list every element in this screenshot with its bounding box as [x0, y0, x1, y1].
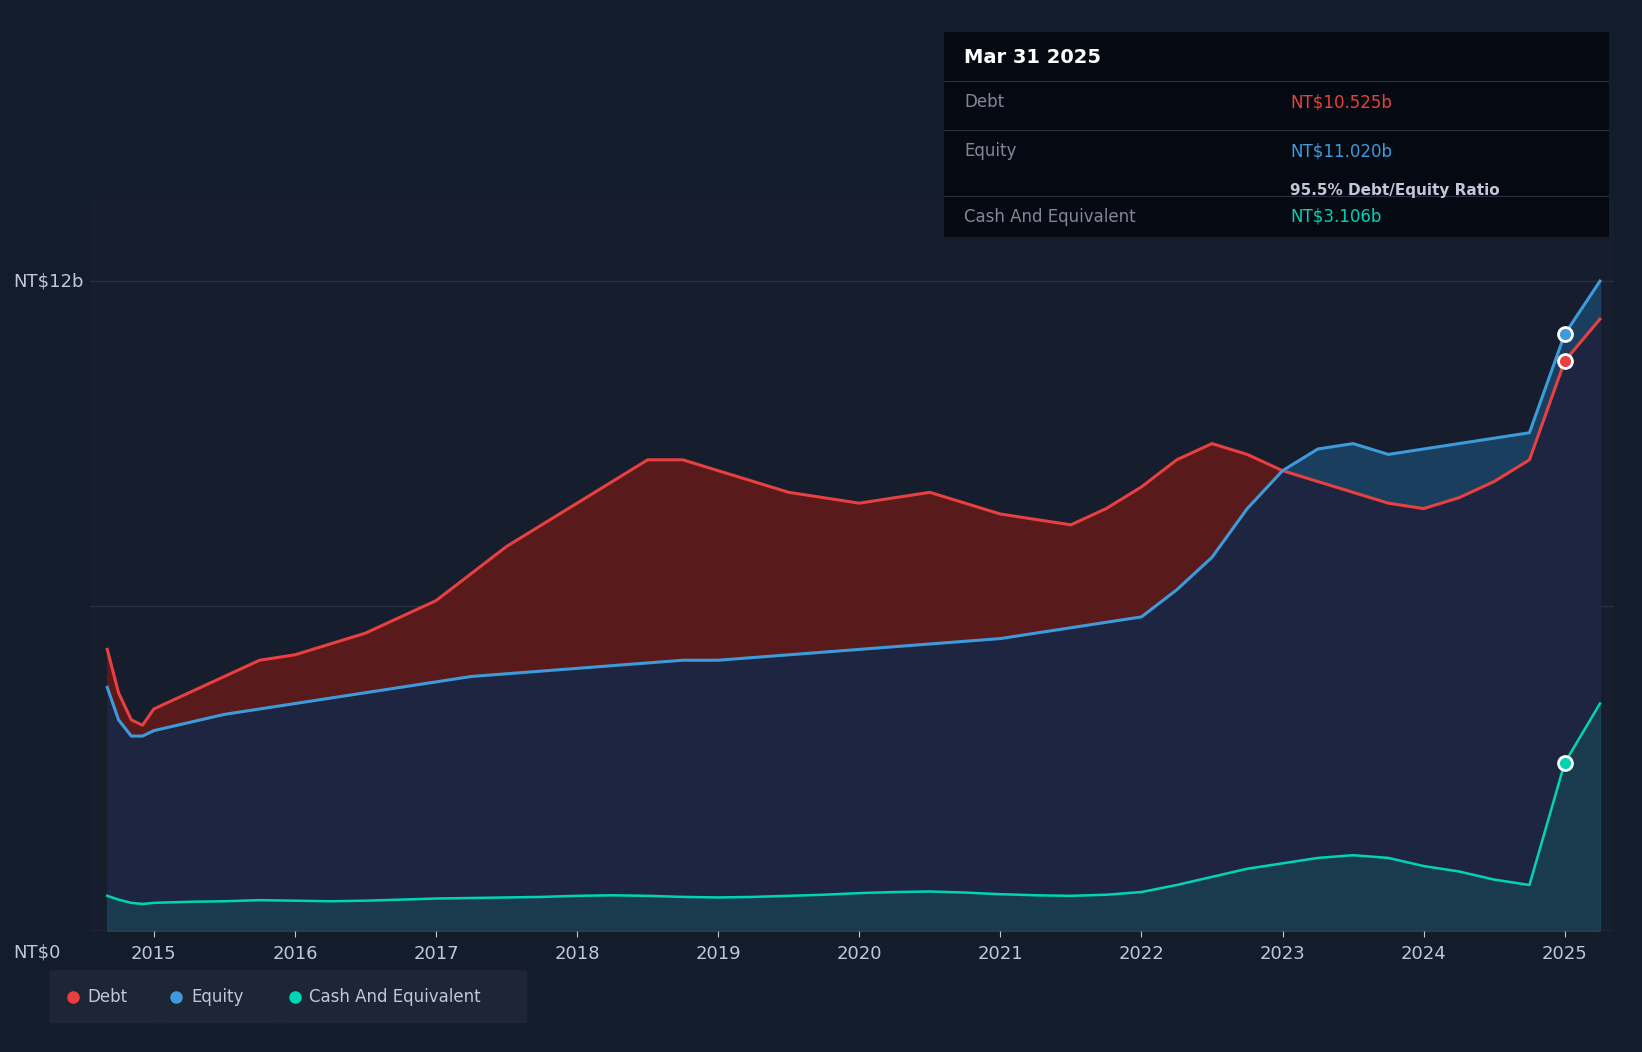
Text: NT$10.525b: NT$10.525b — [1291, 94, 1392, 112]
Text: Equity: Equity — [964, 142, 1016, 160]
Text: NT$11.020b: NT$11.020b — [1291, 142, 1392, 160]
FancyBboxPatch shape — [271, 970, 527, 1024]
FancyBboxPatch shape — [49, 970, 161, 1024]
Text: 95.5% Debt/Equity Ratio: 95.5% Debt/Equity Ratio — [1291, 183, 1499, 199]
Text: Debt: Debt — [87, 988, 128, 1006]
Text: Cash And Equivalent: Cash And Equivalent — [309, 988, 481, 1006]
Text: NT$12b: NT$12b — [13, 272, 84, 290]
Text: NT$3.106b: NT$3.106b — [1291, 208, 1381, 226]
Text: Cash And Equivalent: Cash And Equivalent — [964, 208, 1136, 226]
Text: Mar 31 2025: Mar 31 2025 — [964, 48, 1102, 67]
Text: Debt: Debt — [964, 94, 1005, 112]
FancyBboxPatch shape — [153, 970, 284, 1024]
Text: NT$0: NT$0 — [13, 944, 61, 962]
Text: Equity: Equity — [190, 988, 243, 1006]
